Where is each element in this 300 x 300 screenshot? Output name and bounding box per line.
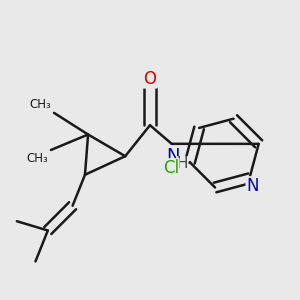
Text: CH₃: CH₃ bbox=[29, 98, 51, 111]
Text: CH₃: CH₃ bbox=[26, 152, 48, 164]
Text: O: O bbox=[143, 70, 157, 88]
Text: H: H bbox=[177, 156, 188, 171]
Text: N: N bbox=[167, 147, 180, 165]
Text: Cl: Cl bbox=[163, 159, 179, 177]
Text: N: N bbox=[246, 177, 259, 195]
